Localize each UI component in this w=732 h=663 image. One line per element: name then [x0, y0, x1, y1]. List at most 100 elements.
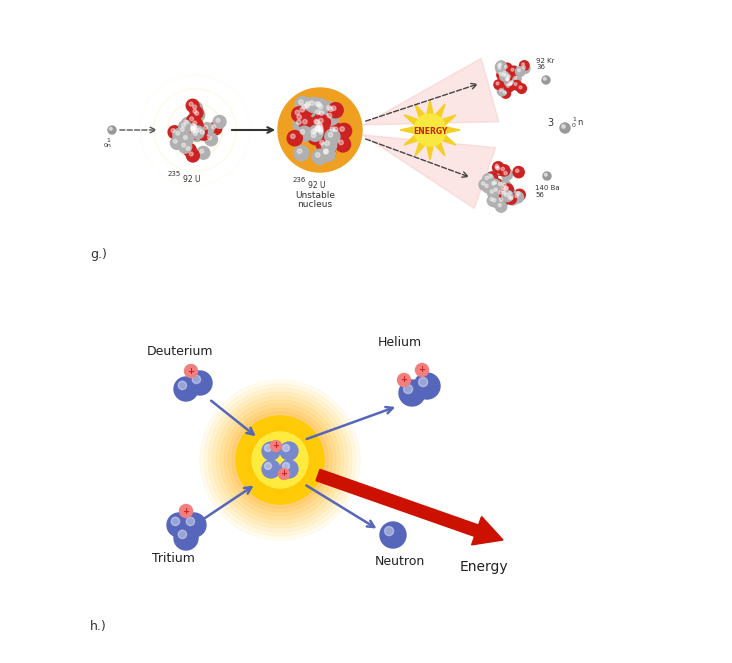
Circle shape [497, 70, 507, 80]
Circle shape [171, 129, 175, 133]
Circle shape [232, 412, 328, 508]
Circle shape [305, 103, 310, 108]
Text: +: + [272, 442, 280, 450]
Circle shape [168, 126, 181, 139]
Circle shape [184, 135, 187, 139]
Circle shape [498, 165, 509, 176]
Circle shape [310, 101, 314, 105]
Circle shape [318, 123, 322, 127]
Text: +: + [280, 469, 288, 479]
Text: +: + [419, 365, 425, 375]
Circle shape [187, 149, 199, 162]
Circle shape [504, 172, 507, 175]
Circle shape [325, 141, 329, 146]
Circle shape [315, 101, 320, 106]
Circle shape [191, 126, 195, 130]
Circle shape [299, 101, 314, 117]
Polygon shape [363, 58, 498, 125]
Circle shape [496, 61, 506, 70]
Circle shape [508, 78, 518, 88]
Circle shape [511, 68, 514, 71]
Circle shape [502, 191, 506, 194]
Circle shape [311, 129, 315, 134]
Circle shape [312, 117, 326, 132]
Circle shape [291, 134, 295, 139]
Circle shape [496, 166, 500, 170]
Circle shape [193, 105, 196, 109]
Circle shape [523, 66, 526, 69]
Circle shape [543, 172, 551, 180]
Circle shape [236, 416, 324, 504]
Text: +: + [182, 507, 190, 516]
Circle shape [184, 120, 188, 124]
Circle shape [296, 120, 301, 125]
Circle shape [507, 194, 518, 205]
Circle shape [191, 129, 195, 133]
Circle shape [416, 363, 428, 377]
Circle shape [318, 127, 324, 131]
Circle shape [520, 64, 530, 74]
Text: Deuterium: Deuterium [147, 345, 214, 358]
Circle shape [507, 80, 516, 90]
Circle shape [324, 150, 328, 154]
Circle shape [496, 82, 499, 85]
Circle shape [517, 84, 526, 93]
Circle shape [192, 127, 196, 131]
Circle shape [498, 182, 502, 186]
Circle shape [174, 377, 198, 401]
Circle shape [193, 125, 196, 128]
Circle shape [188, 371, 212, 395]
Circle shape [493, 164, 504, 174]
Circle shape [384, 526, 394, 536]
Circle shape [178, 530, 187, 538]
Circle shape [482, 182, 485, 185]
Circle shape [190, 152, 193, 156]
Circle shape [312, 149, 327, 164]
Circle shape [268, 448, 292, 472]
Circle shape [485, 176, 488, 180]
Text: g.): g.) [90, 248, 107, 261]
Circle shape [503, 91, 506, 93]
Circle shape [224, 404, 336, 516]
Circle shape [256, 436, 304, 484]
Circle shape [212, 125, 216, 129]
Circle shape [320, 141, 324, 145]
Circle shape [299, 116, 315, 131]
Text: 140 Ba: 140 Ba [535, 185, 560, 191]
Circle shape [560, 123, 570, 133]
Circle shape [193, 375, 201, 384]
Text: +: + [187, 367, 195, 375]
Circle shape [490, 190, 493, 193]
Circle shape [419, 377, 427, 387]
Circle shape [326, 123, 342, 139]
Circle shape [494, 164, 505, 175]
Text: 3: 3 [547, 118, 553, 128]
Circle shape [513, 166, 524, 178]
Circle shape [182, 117, 194, 130]
Circle shape [493, 198, 496, 202]
Circle shape [498, 66, 501, 69]
Text: 92 U: 92 U [308, 181, 326, 190]
Circle shape [302, 119, 307, 124]
Circle shape [380, 522, 406, 548]
Text: Energy: Energy [460, 560, 509, 574]
Circle shape [507, 84, 509, 88]
Circle shape [494, 80, 504, 90]
Circle shape [500, 188, 511, 200]
Circle shape [488, 195, 498, 206]
Circle shape [260, 440, 300, 480]
Circle shape [190, 118, 203, 131]
Circle shape [171, 137, 183, 149]
Circle shape [507, 79, 509, 82]
Text: 235: 235 [168, 171, 181, 177]
Circle shape [190, 121, 203, 134]
Circle shape [299, 100, 303, 104]
Circle shape [504, 82, 514, 92]
Circle shape [216, 396, 344, 524]
Circle shape [486, 172, 498, 183]
Circle shape [503, 76, 513, 86]
Circle shape [497, 196, 508, 207]
Circle shape [502, 190, 513, 202]
Circle shape [295, 96, 310, 111]
Circle shape [190, 123, 203, 135]
